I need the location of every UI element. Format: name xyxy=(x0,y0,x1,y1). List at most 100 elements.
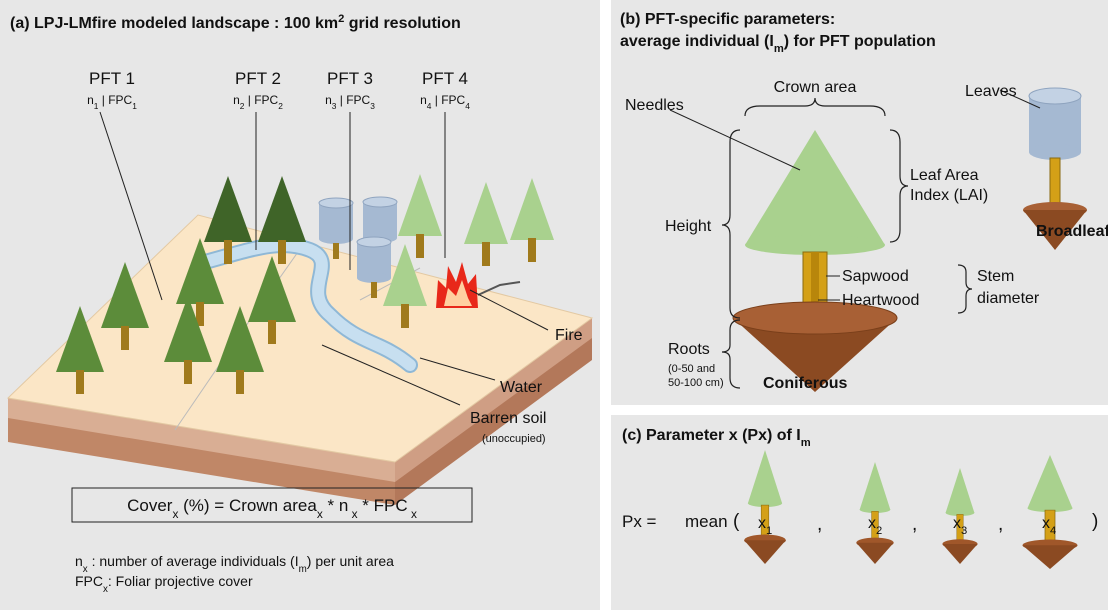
subscript: x xyxy=(172,507,178,521)
comma: , xyxy=(912,514,917,535)
roots-note: 50-100 cm) xyxy=(668,377,724,389)
lai-label: Index (LAI) xyxy=(910,187,988,204)
text-run: (a) LPJ-LMfire modeled landscape : 100 k… xyxy=(10,15,338,32)
stem-label: Stem xyxy=(977,268,1014,285)
panel-c xyxy=(611,415,1108,610)
text-run: n xyxy=(325,93,332,107)
text-run: x xyxy=(758,515,766,532)
sapwood-label: Sapwood xyxy=(842,268,909,285)
subscript: m xyxy=(299,564,307,575)
subscript: 2 xyxy=(278,101,283,111)
legend-line: FPCx: Foliar projective cover xyxy=(75,573,253,595)
paren: ) xyxy=(1092,511,1098,532)
subscript: 3 xyxy=(332,101,337,111)
roots-label: Roots xyxy=(668,341,710,358)
pft-name: PFT 4 xyxy=(422,69,468,88)
text-run: FPC xyxy=(75,573,103,589)
text-run: | FPC xyxy=(244,93,278,107)
superscript: 2 xyxy=(338,13,344,25)
formula: Coverx (%) = Crown areax * n x * FPC x xyxy=(127,496,417,521)
subscript: x xyxy=(103,584,108,595)
paren: ( xyxy=(733,511,740,532)
legend-line: nx : number of average individuals (Im) … xyxy=(75,553,394,575)
text-run: : number of average individuals (I xyxy=(88,553,299,569)
formula-box xyxy=(71,487,473,523)
item-label: x4 xyxy=(1042,515,1056,537)
text-run: : Foliar projective cover xyxy=(108,573,253,589)
subscript: 4 xyxy=(1050,525,1056,537)
subscript: m xyxy=(801,437,811,449)
text-run: n xyxy=(233,93,240,107)
subscript: x xyxy=(83,564,88,575)
text-run: (%) = Crown area xyxy=(178,496,317,515)
heartwood-label: Heartwood xyxy=(842,292,919,309)
coniferous-label: Coniferous xyxy=(763,375,848,392)
item-label: x1 xyxy=(758,515,772,537)
subscript: 3 xyxy=(370,101,375,111)
leaves-label: Leaves xyxy=(965,83,1017,100)
subscript: 1 xyxy=(766,525,772,537)
text-run: | FPC xyxy=(98,93,132,107)
func: mean xyxy=(685,512,728,531)
text-run: n xyxy=(420,93,427,107)
text-run: ) per unit area xyxy=(307,553,394,569)
conifer-diagram xyxy=(732,90,1073,392)
subscript: 2 xyxy=(240,101,245,111)
braces xyxy=(669,89,1041,389)
subscript: 4 xyxy=(427,101,432,111)
barren-note: (unoccupied) xyxy=(482,433,546,445)
subscript: 4 xyxy=(465,101,470,111)
pft-density: n2 | FPC2 xyxy=(233,93,283,111)
item-label: x3 xyxy=(953,515,967,537)
text-run: grid resolution xyxy=(344,15,460,32)
subscript: 3 xyxy=(961,525,967,537)
text-run: * n xyxy=(323,496,349,515)
text-run: (c) Parameter x (Px) of I xyxy=(622,427,801,444)
subscript: 1 xyxy=(94,101,99,111)
px-lhs: Px = xyxy=(622,512,657,531)
text-run: average individual (I xyxy=(620,33,774,50)
panel-b-title: average individual (Im) for PFT populati… xyxy=(620,33,936,55)
stem-label: diameter xyxy=(977,290,1040,307)
comma: , xyxy=(817,514,822,535)
subscript: x xyxy=(317,507,323,521)
panel-c-title: (c) Parameter x (Px) of Im xyxy=(622,427,811,449)
subscript: 2 xyxy=(876,525,882,537)
text-run: x xyxy=(1042,515,1050,532)
text-run: x xyxy=(868,515,876,532)
pft-name: PFT 2 xyxy=(235,69,281,88)
item-label: x2 xyxy=(868,515,882,537)
subscript: x xyxy=(348,507,357,521)
pft-name: PFT 1 xyxy=(89,69,135,88)
needles-label: Needles xyxy=(625,97,684,114)
lai-label: Leaf Area xyxy=(910,167,979,184)
text-run: n xyxy=(87,93,94,107)
roots-note: (0-50 and xyxy=(668,363,715,375)
subscript: 1 xyxy=(132,101,137,111)
fire-icon xyxy=(436,262,521,308)
pft-density: n3 | FPC3 xyxy=(325,93,375,111)
panel-a-title: (a) LPJ-LMfire modeled landscape : 100 k… xyxy=(10,13,461,32)
text-run: * FPC xyxy=(358,496,408,515)
comma: , xyxy=(998,514,1003,535)
text-run: | FPC xyxy=(336,93,370,107)
pft-density: n4 | FPC4 xyxy=(420,93,470,111)
subscript: m xyxy=(774,43,784,55)
text-run: x xyxy=(953,515,961,532)
pft-name: PFT 3 xyxy=(327,69,373,88)
pft-density: n1 | FPC1 xyxy=(87,93,137,111)
subscript: x xyxy=(408,507,417,521)
text-run: Cover xyxy=(127,496,173,515)
broadleaf-diagram xyxy=(1023,87,1087,250)
pft-leaders xyxy=(99,111,549,406)
height-label: Height xyxy=(665,218,712,235)
text-run: | FPC xyxy=(431,93,465,107)
text-run: ) for PFT population xyxy=(784,33,936,50)
text-run: n xyxy=(75,553,83,569)
broadleaf-label: Broadleaf xyxy=(1036,223,1108,240)
barren-label: Barren soil xyxy=(470,410,546,427)
panel-b-title: (b) PFT-specific parameters: xyxy=(620,11,835,28)
crown-area-label: Crown area xyxy=(774,79,857,96)
water-label: Water xyxy=(500,379,543,396)
